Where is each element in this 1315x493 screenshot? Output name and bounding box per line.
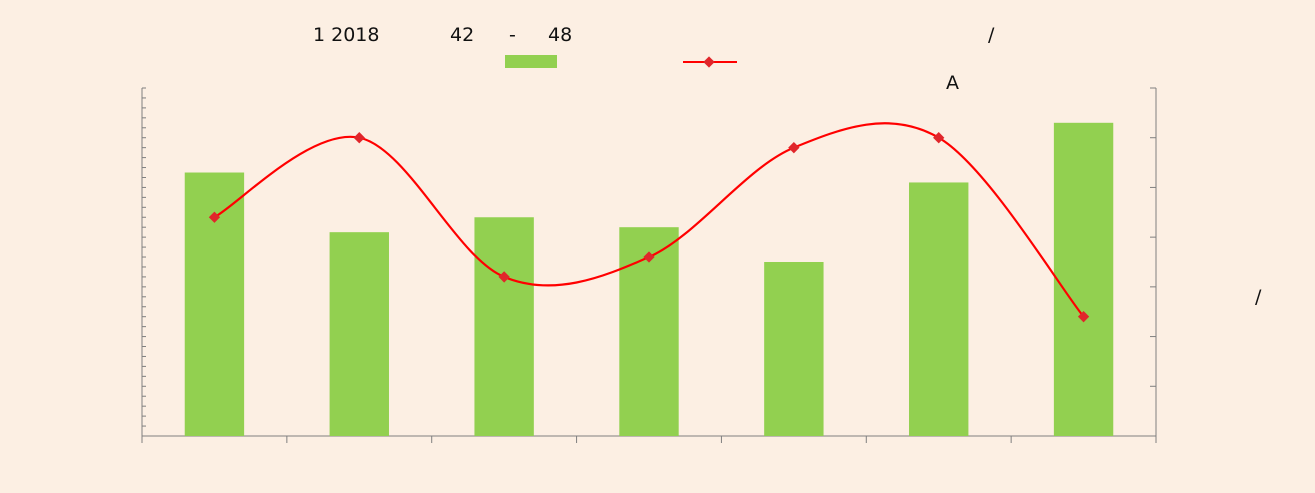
bar-2 <box>329 232 389 436</box>
title-part-b: 42 <box>450 24 474 46</box>
bar-series <box>184 122 1114 437</box>
title-part-d: 48 <box>548 24 572 46</box>
line-point-1 <box>208 211 221 223</box>
annotation-a: A <box>946 72 959 94</box>
line-series <box>208 122 1090 323</box>
line-point-5 <box>788 142 800 154</box>
line-point-7 <box>1077 311 1090 323</box>
legend-line-marker <box>703 56 715 68</box>
bar-3 <box>474 217 534 436</box>
title-part-a: 1 2018 <box>313 24 379 46</box>
title-part-e: / <box>988 24 995 46</box>
legend <box>505 55 737 68</box>
line-point-6 <box>933 132 945 144</box>
bar-7 <box>1053 122 1114 437</box>
line-point-4 <box>643 251 655 263</box>
legend-bar-swatch <box>505 55 557 68</box>
line-point-3 <box>498 271 510 283</box>
annotation-slash-right: / <box>1255 286 1262 308</box>
bar-6 <box>909 182 969 436</box>
title-part-c: - <box>509 24 516 46</box>
bar-5 <box>764 262 824 436</box>
line-point-2 <box>353 132 365 144</box>
